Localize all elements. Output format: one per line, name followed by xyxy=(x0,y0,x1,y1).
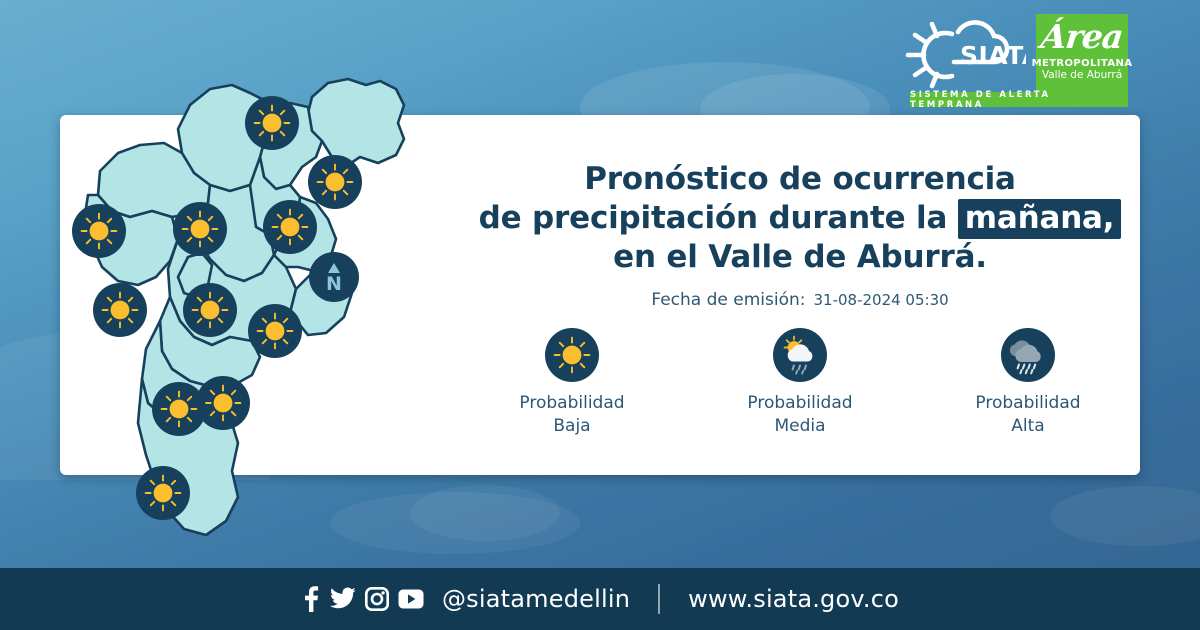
legend-item-alta: Probabilidad Alta xyxy=(953,328,1103,438)
page-title: Pronóstico de ocurrencia de precipitació… xyxy=(470,160,1130,277)
social-handle[interactable]: @siatamedellin xyxy=(441,585,631,613)
area-script-text: Área xyxy=(1039,17,1125,56)
area-line1: METROPOLITANA xyxy=(1031,58,1133,69)
twitter-icon[interactable] xyxy=(329,587,356,611)
title-line-2: de precipitación durante la mañana, xyxy=(470,199,1130,239)
headline-block: Pronóstico de ocurrencia de precipitació… xyxy=(470,160,1130,310)
sun-icon xyxy=(545,328,599,382)
logo-group: SIATA Área METROPOLITANA Valle de Aburrá xyxy=(894,14,1132,92)
legend-label-baja: Probabilidad Baja xyxy=(519,393,625,436)
legend-label-alta: Probabilidad Alta xyxy=(975,393,1081,436)
youtube-icon[interactable] xyxy=(398,589,424,609)
legend-item-baja: Probabilidad Baja xyxy=(497,328,647,438)
footer-bar: @siatamedellin www.siata.gov.co xyxy=(0,568,1200,630)
social-icons xyxy=(301,586,424,612)
sun-cloud-rain-icon xyxy=(773,328,827,382)
background-cloud-bottom-2 xyxy=(410,485,560,541)
legend-label-media: Probabilidad Media xyxy=(747,393,853,436)
emission-label: Fecha de emisión: xyxy=(651,290,806,310)
title-line-3: en el Valle de Aburrá. xyxy=(613,239,987,275)
siata-logo-icon: SIATA xyxy=(905,20,1026,89)
emission-row: Fecha de emisión: 31-08-2024 05:30 xyxy=(470,290,1130,310)
legend: Probabilidad Baja Probabilidad Media Proba… xyxy=(470,328,1130,438)
svg-text:SIATA: SIATA xyxy=(960,41,1026,70)
tagline-bar: SISTEMA DE ALERTA TEMPRANA xyxy=(910,90,1128,110)
background-cloud-right xyxy=(1050,486,1200,546)
area-line2: Valle de Aburrá xyxy=(1041,69,1123,81)
instagram-icon[interactable] xyxy=(364,587,389,611)
legend-item-media: Probabilidad Media xyxy=(725,328,875,438)
title-highlight: mañana, xyxy=(957,199,1122,239)
emission-date: 31-08-2024 05:30 xyxy=(813,291,949,309)
cloud-rain-icon xyxy=(1001,328,1055,382)
title-line-1: Pronóstico de ocurrencia xyxy=(584,161,1016,197)
facebook-icon[interactable] xyxy=(301,586,321,612)
background-cloud-bottom xyxy=(330,492,580,554)
footer-divider xyxy=(658,584,661,614)
area-metropolitana-logo: Área METROPOLITANA Valle de Aburrá xyxy=(1032,14,1132,92)
website-url[interactable]: www.siata.gov.co xyxy=(688,585,900,613)
title-line-2-pre: de precipitación durante la xyxy=(478,200,958,236)
